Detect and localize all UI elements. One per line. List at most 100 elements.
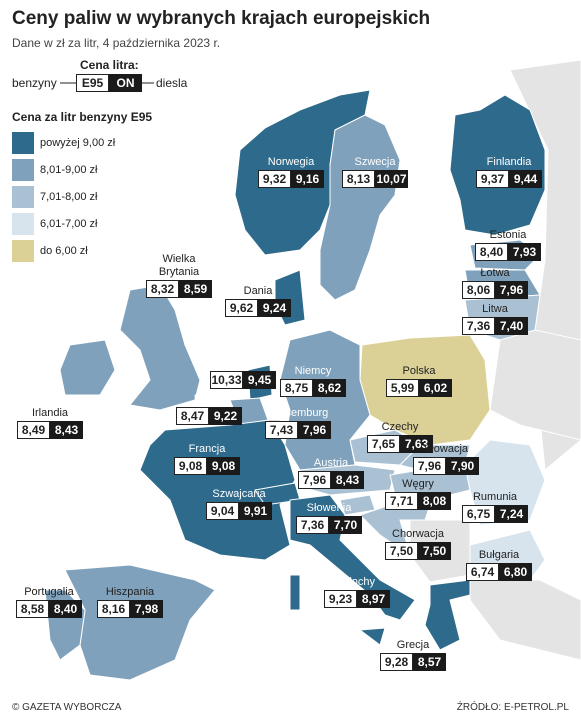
price-pair: 8,13 10,07: [342, 170, 408, 188]
price-e95: 9,37: [476, 170, 509, 188]
price-e95: 7,43: [265, 421, 298, 439]
price-on: 9,08: [207, 457, 240, 475]
price-on: 10,07: [375, 170, 408, 188]
country-name: Portugalia: [24, 586, 74, 598]
price-pair: 8,32 8,59: [146, 280, 212, 298]
price-on: 7,24: [495, 505, 528, 523]
legend-item: do 6,00 zł: [12, 238, 115, 264]
price-on: 9,22: [209, 407, 242, 425]
legend-item: 7,01-8,00 zł: [12, 184, 115, 210]
price-e95: 8,75: [280, 379, 313, 397]
price-pair: 8,49 8,43: [17, 421, 83, 439]
country-name: Chorwacja: [392, 528, 444, 540]
footer-right: ŹRÓDŁO: E-PETROL.PL: [456, 702, 569, 713]
legend-label: 7,01-8,00 zł: [40, 191, 98, 203]
price-pair: 8,58 8,40: [16, 600, 82, 618]
legend-swatch: [12, 132, 34, 154]
price-e95: 8,13: [342, 170, 375, 188]
legend-item: powyżej 9,00 zł: [12, 130, 115, 156]
country-name: Szwajcaria: [212, 488, 266, 500]
price-on: 9,91: [239, 502, 272, 520]
title: Ceny paliw w wybranych krajach europejsk…: [12, 8, 431, 29]
price-e95: 8,16: [97, 600, 130, 618]
price-on: 8,43: [331, 471, 364, 489]
price-e95: 7,65: [367, 435, 400, 453]
price-on: 7,70: [329, 516, 362, 534]
country-name: Grecja: [396, 639, 430, 651]
price-on: 7,50: [418, 542, 451, 560]
price-e95: 9,32: [258, 170, 291, 188]
footer-left: © GAZETA WYBORCZA: [12, 702, 122, 713]
legend-swatch: [12, 213, 34, 235]
price-pair: 7,50 7,50: [385, 542, 451, 560]
country-name: Słowacja: [423, 443, 469, 455]
country-romania: [464, 439, 546, 526]
price-e95: 9,62: [225, 299, 258, 317]
price-pair: 5,99 6,02: [386, 379, 452, 397]
price-e95: 8,06: [462, 281, 495, 299]
price-on: 7,40: [495, 317, 528, 335]
legend-title: Cena za litr benzyny E95: [12, 110, 153, 124]
key-right: diesla: [156, 76, 188, 90]
country-name: Wielka Brytania: [158, 253, 200, 278]
price-pair: 9,23 8,97: [324, 590, 390, 608]
country-name: Holandia: [221, 357, 265, 369]
price-pair: 8,16 7,98: [97, 600, 163, 618]
price-on: 7,90: [446, 457, 479, 475]
price-e95: 10,33: [210, 371, 243, 389]
key-title: Cena litra:: [80, 58, 139, 72]
legend: powyżej 9,00 zł 8,01-9,00 zł 7,01-8,00 zł 6…: [12, 130, 115, 265]
country-finland: [449, 94, 546, 236]
key-e95: E95: [76, 74, 109, 92]
country-sweden: [319, 114, 401, 301]
price-on: 9,24: [258, 299, 291, 317]
price-e95: 8,40: [475, 243, 508, 261]
price-on: 8,57: [413, 653, 446, 671]
country-name: Szwecja: [354, 156, 396, 168]
land-other: [489, 329, 581, 441]
price-on: 8,43: [50, 421, 83, 439]
country-name: Litwa: [482, 303, 508, 315]
price-pair: 9,37 9,44: [476, 170, 542, 188]
price-pair: 7,36 7,70: [296, 516, 362, 534]
country-name: Irlandia: [31, 407, 69, 419]
legend-swatch: [12, 240, 34, 262]
price-e95: 8,32: [146, 280, 179, 298]
price-pair: 6,75 7,24: [462, 505, 528, 523]
country-ireland: [59, 339, 116, 396]
price-pair: 7,96 8,43: [298, 471, 364, 489]
price-pair: 9,04 9,91: [206, 502, 272, 520]
subtitle: Dane w zł za litr, 4 października 2023 r…: [12, 36, 221, 50]
country-name: Dania: [243, 285, 273, 297]
legend-label: 6,01-7,00 zł: [40, 218, 98, 230]
country-name: Hiszpania: [105, 586, 155, 598]
price-e95: 6,74: [466, 563, 499, 581]
price-e95: 7,96: [298, 471, 331, 489]
country-name: Belgia: [193, 393, 225, 405]
price-pair: 6,74 6,80: [466, 563, 532, 581]
price-e95: 9,04: [206, 502, 239, 520]
price-on: 8,62: [313, 379, 346, 397]
price-e95: 7,71: [385, 492, 418, 510]
legend-label: powyżej 9,00 zł: [40, 137, 116, 149]
country-name: Czechy: [381, 421, 419, 433]
price-on: 7,96: [298, 421, 331, 439]
price-on: 6,02: [419, 379, 452, 397]
land-other: [469, 579, 581, 661]
price-pair: 8,06 7,96: [462, 281, 528, 299]
price-e95: 5,99: [386, 379, 419, 397]
price-e95: 7,96: [413, 457, 446, 475]
country-greece: [424, 579, 471, 651]
country-name: Francja: [188, 443, 226, 455]
country-name: Luksemburg: [267, 407, 329, 419]
price-pair: 8,47 9,22: [176, 407, 242, 425]
price-on: 7,63: [400, 435, 433, 453]
country-name: Bułgaria: [478, 549, 520, 561]
price-pair: 10,33 9,45: [210, 371, 276, 389]
country-name: Łotwa: [480, 267, 510, 279]
country-name: Norwegia: [267, 156, 315, 168]
price-pair: 9,32 9,16: [258, 170, 324, 188]
